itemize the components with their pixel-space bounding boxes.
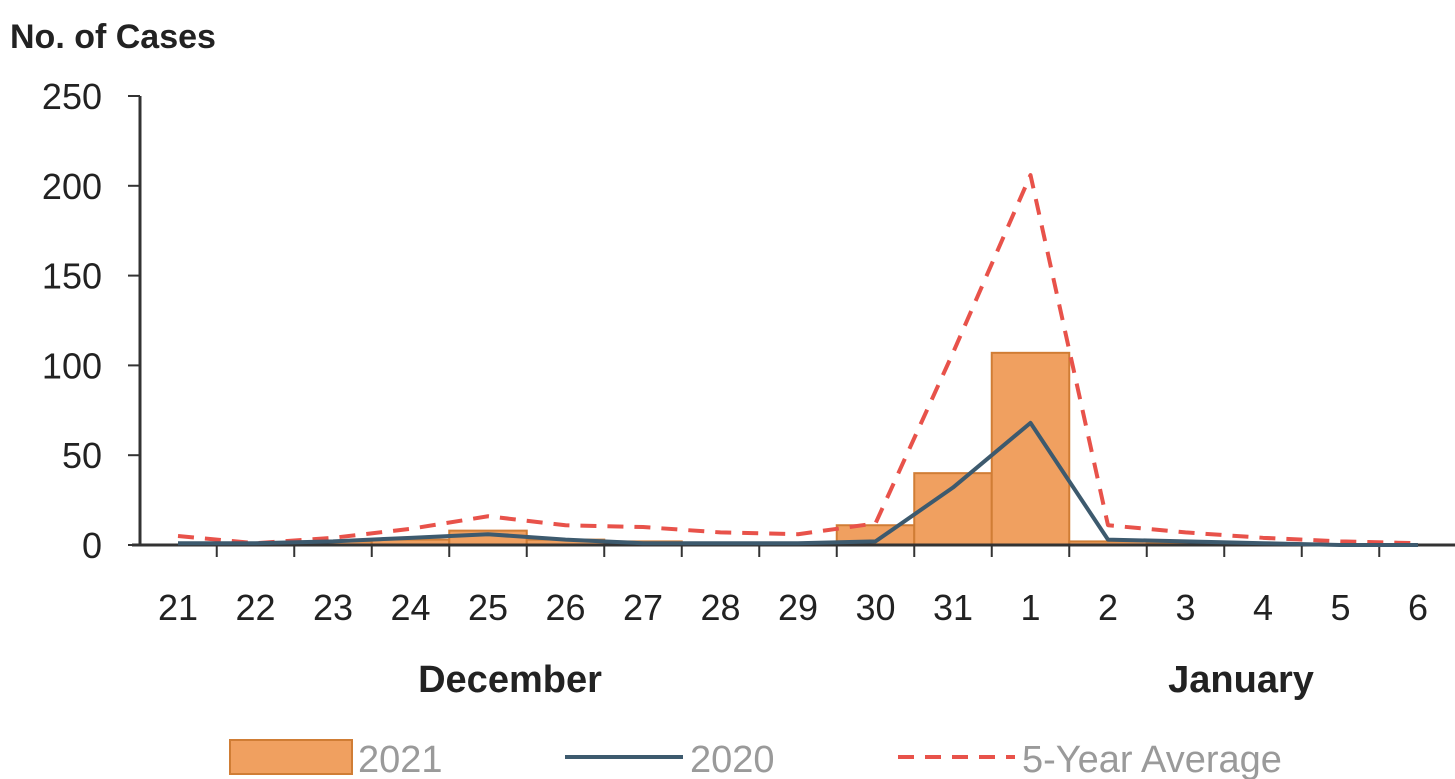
legend-swatch-2021 xyxy=(229,739,353,775)
x-tick-label-27: 27 xyxy=(623,587,663,628)
legend: 2021 2020 5-Year Average xyxy=(229,739,1282,779)
y-tick-label-100: 100 xyxy=(42,345,102,386)
x-tick-label-5: 5 xyxy=(1330,587,1350,628)
x-tick-label-3: 3 xyxy=(1175,587,1195,628)
axes xyxy=(128,95,1455,557)
month-label-january: January xyxy=(1168,659,1314,701)
x-tick-label-30: 30 xyxy=(855,587,895,628)
y-tick-label-150: 150 xyxy=(42,256,102,297)
legend-label-2021: 2021 xyxy=(358,739,443,779)
legend-label-2020: 2020 xyxy=(690,739,775,779)
x-tick-label-6: 6 xyxy=(1408,587,1428,628)
x-tick-label-21: 21 xyxy=(158,587,198,628)
x-tick-labels: 21 22 23 24 25 26 27 28 29 30 31 1 2 3 4 5 6 xyxy=(158,587,1428,628)
x-tick-label-22: 22 xyxy=(235,587,275,628)
x-tick-label-23: 23 xyxy=(313,587,353,628)
y-tick-label-250: 250 xyxy=(42,76,102,117)
y-tick-label-50: 50 xyxy=(62,435,102,476)
y-tick-label-200: 200 xyxy=(42,166,102,207)
x-tick-label-31: 31 xyxy=(933,587,973,628)
bar-2021-1 xyxy=(990,351,1071,546)
x-tick-label-25: 25 xyxy=(468,587,508,628)
bars-2021 xyxy=(215,351,1226,547)
series-lines xyxy=(177,173,1419,547)
x-tick-label-28: 28 xyxy=(700,587,740,628)
x-tick-label-24: 24 xyxy=(390,587,430,628)
line-5-year-average xyxy=(177,173,1419,546)
x-tick-label-29: 29 xyxy=(778,587,818,628)
x-tick-label-4: 4 xyxy=(1253,587,1273,628)
legend-label-5-year-average: 5-Year Average xyxy=(1022,739,1282,779)
y-tick-label-0: 0 xyxy=(82,525,102,566)
y-tick-labels: 0 50 100 150 200 250 xyxy=(42,76,102,566)
x-tick-label-2: 2 xyxy=(1098,587,1118,628)
month-label-december: December xyxy=(418,659,602,701)
line-2020 xyxy=(178,420,1418,547)
x-tick-label-26: 26 xyxy=(545,587,585,628)
bar-2021-31 xyxy=(913,472,993,546)
y-axis-title: No. of Cases xyxy=(10,18,216,56)
x-tick-label-1: 1 xyxy=(1020,587,1040,628)
